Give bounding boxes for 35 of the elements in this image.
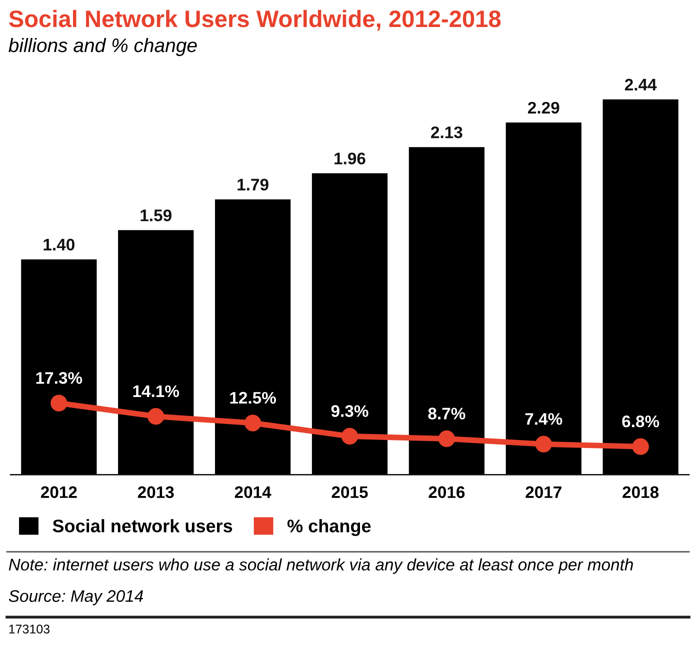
point [341,428,358,445]
source-note: Source: May 2014 [8,590,143,606]
data-label: 14.1% [133,385,180,398]
data-label: 1.79 [238,178,268,191]
data-label: 2.13 [431,126,462,138]
data-label: 17.3% [36,372,82,384]
x-tick-label: 2013 [138,486,174,498]
data-label: 7.4% [525,413,562,425]
x-tick-label: 2017 [526,486,562,498]
x-tick-label: 2014 [234,486,272,498]
data-label: 1.40 [44,238,74,251]
data-label: 1.59 [140,210,172,222]
data-label: 1.96 [334,152,366,164]
legend-label: Social network users [52,519,232,532]
text: Note: internet users who use a social network via any device at least once per month [8,558,633,574]
point [535,436,552,452]
data-label: 6.8% [622,416,660,428]
x-tick-label: 2018 [622,486,659,498]
text: 173103 [9,624,50,634]
data-label: 9.3% [331,405,368,417]
data-label: 2.29 [528,102,560,114]
point [438,430,456,448]
x-tick-label: 2015 [332,486,368,498]
point [148,408,164,425]
chart-subtitle: billions and % change [8,38,197,56]
data-label: 8.7% [428,408,466,420]
data-label: 2.44 [624,78,657,90]
point [244,414,262,432]
point [632,438,649,455]
x-tick-label: 2016 [428,486,465,498]
legend-label: % change [287,519,371,536]
chart-title: Social Network Users Worldwide, 2012-2018 [9,10,501,31]
x-tick-label: 2012 [40,486,77,498]
point [50,394,68,412]
data-label: 12.5% [230,392,276,404]
